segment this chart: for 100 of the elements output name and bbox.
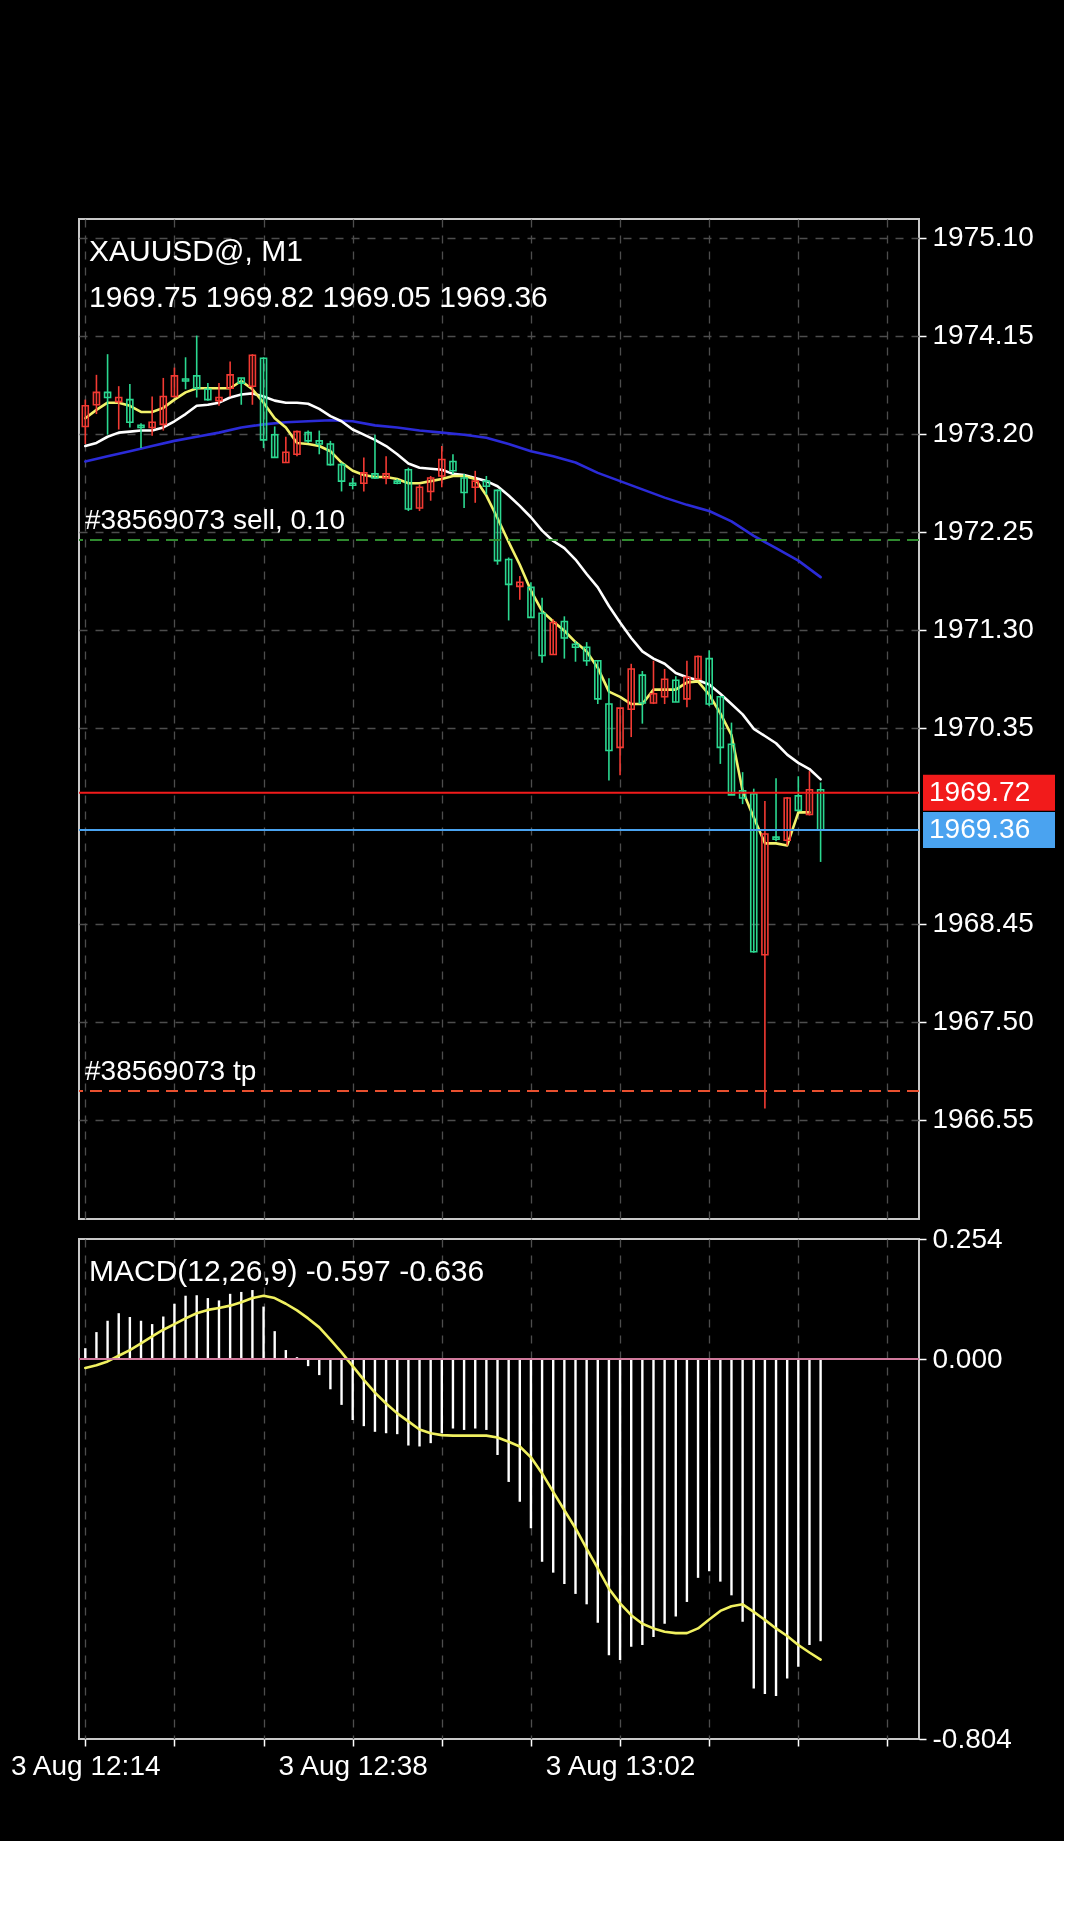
bar xyxy=(251,1290,254,1360)
y-tick-label: 1967.50 xyxy=(932,1005,1034,1037)
bar xyxy=(95,1332,98,1360)
candlestick xyxy=(716,696,725,765)
candlestick xyxy=(504,556,513,622)
candlestick xyxy=(337,461,346,493)
candlestick xyxy=(538,596,546,664)
candlestick xyxy=(705,649,713,707)
text: 1969.75 1969.82 1969.05 1969.36 xyxy=(89,280,548,313)
candlestick xyxy=(204,382,212,402)
candlestick xyxy=(738,771,747,805)
y-tick-label: -0.804 xyxy=(932,1722,1012,1754)
y-tick-label: 0.000 xyxy=(932,1342,1003,1374)
y-tick-label: 1970.35 xyxy=(932,711,1034,743)
candlestick xyxy=(482,475,491,496)
candlestick xyxy=(671,675,680,703)
bar xyxy=(485,1359,488,1430)
candlestick xyxy=(226,360,234,398)
candlestick xyxy=(382,455,390,486)
candlestick xyxy=(516,575,524,601)
candlestick xyxy=(449,453,457,475)
candlestick xyxy=(638,670,647,725)
y-tick-label: 1966.55 xyxy=(932,1103,1034,1135)
candlestick xyxy=(181,356,190,391)
candlestick xyxy=(126,383,134,429)
bar xyxy=(663,1359,666,1624)
candlestick xyxy=(549,618,558,656)
candlestick xyxy=(215,382,223,407)
y-tick-label: 1968.45 xyxy=(932,907,1034,939)
bar xyxy=(808,1359,811,1645)
candlestick xyxy=(749,787,758,954)
candlestick xyxy=(582,641,591,667)
line-series xyxy=(84,392,822,781)
bar xyxy=(496,1359,499,1455)
y-tick-label: 1971.30 xyxy=(932,613,1034,645)
candlestick xyxy=(237,377,246,406)
bar xyxy=(797,1359,800,1667)
candlestick xyxy=(103,353,112,436)
candlestick xyxy=(627,662,636,738)
candlestick xyxy=(761,800,769,1110)
bar xyxy=(340,1359,343,1405)
candlestick xyxy=(148,395,156,437)
candlestick xyxy=(727,721,736,796)
candlestick xyxy=(660,668,669,705)
candlestick xyxy=(571,640,580,663)
y-tick-label: 1975.10 xyxy=(932,221,1034,253)
candlestick xyxy=(315,429,324,456)
candlestick xyxy=(426,475,435,502)
candlestick xyxy=(438,445,446,489)
line-series xyxy=(84,1294,822,1661)
candlestick xyxy=(270,425,279,459)
ref-line-label: #38569073 sell, 0.10 xyxy=(85,503,345,535)
bar xyxy=(106,1320,109,1360)
y-tick-label: 1973.20 xyxy=(932,417,1034,449)
ref-line-label: 1969.36 xyxy=(929,812,1031,844)
candlestick xyxy=(282,435,290,464)
bar xyxy=(262,1306,265,1360)
candlestick xyxy=(415,483,424,512)
candlestick xyxy=(816,781,825,863)
candlestick xyxy=(159,377,168,432)
candlestick xyxy=(560,615,569,660)
candlestick xyxy=(404,466,413,512)
bar xyxy=(418,1359,421,1447)
bar xyxy=(719,1359,722,1582)
bar xyxy=(652,1359,655,1637)
candlestick xyxy=(772,777,780,843)
bar xyxy=(351,1359,354,1420)
bar xyxy=(819,1359,822,1642)
candlestick xyxy=(248,353,257,406)
candlestick xyxy=(92,374,101,415)
candlestick xyxy=(694,654,702,681)
candlestick xyxy=(460,473,468,509)
x-tick-label: 3 Aug 12:38 xyxy=(278,1749,428,1781)
candlestick xyxy=(527,581,535,619)
candlestick xyxy=(493,488,502,566)
y-tick-label: 1974.15 xyxy=(932,319,1034,351)
bar xyxy=(173,1303,176,1360)
candlestick xyxy=(81,398,90,445)
candlestick xyxy=(371,433,379,480)
bar xyxy=(574,1359,577,1594)
x-tick-label: 3 Aug 13:02 xyxy=(545,1749,696,1781)
bar xyxy=(507,1359,510,1482)
candlestick xyxy=(326,440,335,467)
bar xyxy=(730,1359,733,1596)
ref-line-label: 1969.72 xyxy=(929,775,1031,807)
x-tick-label: 3 Aug 12:14 xyxy=(11,1749,161,1781)
candlestick xyxy=(616,707,624,777)
candlestick xyxy=(360,456,368,493)
y-tick-label: 0.254 xyxy=(932,1222,1003,1254)
candlestick xyxy=(114,385,123,431)
candlestick xyxy=(293,429,301,458)
bar xyxy=(741,1359,744,1622)
y-tick-label: 1972.25 xyxy=(932,515,1034,547)
bar xyxy=(585,1359,588,1605)
candlestick xyxy=(649,659,658,705)
candlestick xyxy=(192,334,201,399)
text: XAUUSD@, M1 xyxy=(89,234,303,267)
ref-line-label: #38569073 tp xyxy=(85,1055,257,1087)
candlestick xyxy=(593,659,602,705)
bar xyxy=(407,1359,410,1446)
